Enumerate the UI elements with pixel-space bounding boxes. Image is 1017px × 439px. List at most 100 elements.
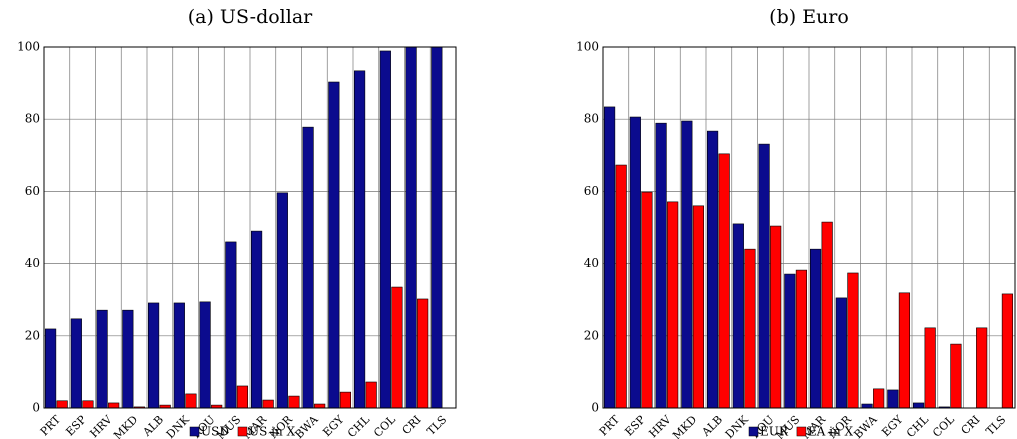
- bar: [431, 46, 443, 409]
- x-tick-label: EGY: [879, 413, 906, 439]
- x-tick-label: CRI: [400, 413, 424, 437]
- bar: [641, 191, 653, 409]
- bar: [615, 164, 627, 409]
- bar: [391, 286, 403, 409]
- plot-frame: [602, 46, 1016, 409]
- y-tick-label: 60: [25, 184, 40, 198]
- bar: [809, 248, 822, 409]
- x-tick-label: TLS: [983, 413, 1008, 438]
- bar: [692, 205, 705, 409]
- bar: [873, 388, 885, 409]
- bar: [365, 381, 377, 409]
- legend-label: USD: [201, 425, 229, 439]
- bar: [655, 122, 667, 409]
- x-tick-label: PRT: [597, 413, 623, 439]
- bar: [70, 318, 82, 409]
- bar: [770, 225, 782, 409]
- bar: [758, 143, 770, 409]
- bar: [276, 192, 288, 409]
- bar: [887, 389, 899, 409]
- bar: [379, 50, 391, 409]
- bar: [108, 402, 120, 409]
- x-tick-label: HRV: [646, 412, 674, 439]
- x-tick-label: EGY: [320, 413, 347, 439]
- y-tick-label: 40: [584, 256, 599, 270]
- bar: [288, 395, 300, 409]
- y-tick-label: 20: [25, 328, 40, 342]
- x-tick-label: CHL: [345, 413, 373, 439]
- bar: [706, 130, 719, 409]
- bar: [667, 201, 679, 409]
- bar: [744, 248, 756, 409]
- bar: [784, 273, 796, 409]
- x-tick-label: HRV: [87, 412, 115, 439]
- legend-label: US in X: [249, 425, 296, 439]
- bar: [417, 298, 429, 409]
- bar: [82, 400, 94, 409]
- x-tick-label: CRI: [959, 413, 983, 437]
- bar: [681, 120, 693, 409]
- y-tick-label: 20: [584, 328, 599, 342]
- bar: [173, 302, 185, 409]
- y-tick-label: 100: [17, 40, 40, 54]
- x-tick-label: ESP: [63, 413, 89, 439]
- bar: [250, 230, 263, 409]
- y-tick-label: 40: [25, 256, 40, 270]
- legend-label: EA in X: [808, 425, 854, 439]
- x-tick-label: ESP: [622, 413, 648, 439]
- bar: [861, 403, 873, 409]
- bar: [732, 223, 744, 409]
- x-tick-label: COL: [930, 413, 957, 439]
- bar: [976, 327, 988, 409]
- legend-swatch: [189, 426, 200, 437]
- bar: [950, 343, 962, 409]
- bar: [629, 116, 641, 409]
- bar: [353, 70, 366, 409]
- bar: [912, 402, 925, 409]
- bar: [44, 328, 57, 409]
- x-tick-label: DNK: [164, 413, 193, 439]
- x-tick-label: DNK: [723, 413, 752, 439]
- x-tick-label: CHL: [904, 413, 932, 439]
- bar: [302, 126, 314, 409]
- y-tick-label: 80: [584, 112, 599, 126]
- bar: [314, 403, 326, 409]
- bar: [225, 241, 237, 409]
- y-tick-label: 60: [584, 184, 599, 198]
- bar: [199, 301, 211, 409]
- chart-title: (b) Euro: [769, 6, 849, 28]
- bar: [898, 292, 911, 409]
- bar: [835, 297, 847, 409]
- x-tick-label: ALB: [699, 413, 725, 439]
- plot-frame: [43, 46, 457, 409]
- bar: [405, 46, 417, 409]
- bar: [262, 399, 274, 409]
- bar: [56, 400, 68, 409]
- y-tick-label: 80: [25, 112, 40, 126]
- x-tick-label: ALB: [140, 413, 166, 439]
- bar: [122, 309, 134, 409]
- y-tick-label: 0: [32, 401, 40, 415]
- bar: [147, 302, 160, 409]
- bar: [339, 391, 352, 409]
- x-tick-label: MKD: [670, 413, 699, 439]
- bar: [821, 221, 833, 409]
- x-tick-label: COL: [371, 413, 398, 439]
- legend-swatch: [748, 426, 759, 437]
- bar: [847, 272, 859, 409]
- x-tick-label: MKD: [111, 413, 140, 439]
- bar: [924, 327, 936, 409]
- x-tick-label: BWA: [851, 412, 880, 439]
- bar: [236, 385, 249, 409]
- bar: [1001, 293, 1014, 409]
- bar: [795, 269, 808, 409]
- legend-swatch: [796, 426, 807, 437]
- bar: [718, 153, 730, 409]
- x-tick-label: BWA: [292, 412, 321, 439]
- y-tick-label: 100: [576, 40, 599, 54]
- x-tick-label: TLS: [424, 413, 449, 438]
- bar: [328, 81, 340, 409]
- bar: [603, 106, 616, 409]
- x-tick-label: PRT: [38, 413, 64, 439]
